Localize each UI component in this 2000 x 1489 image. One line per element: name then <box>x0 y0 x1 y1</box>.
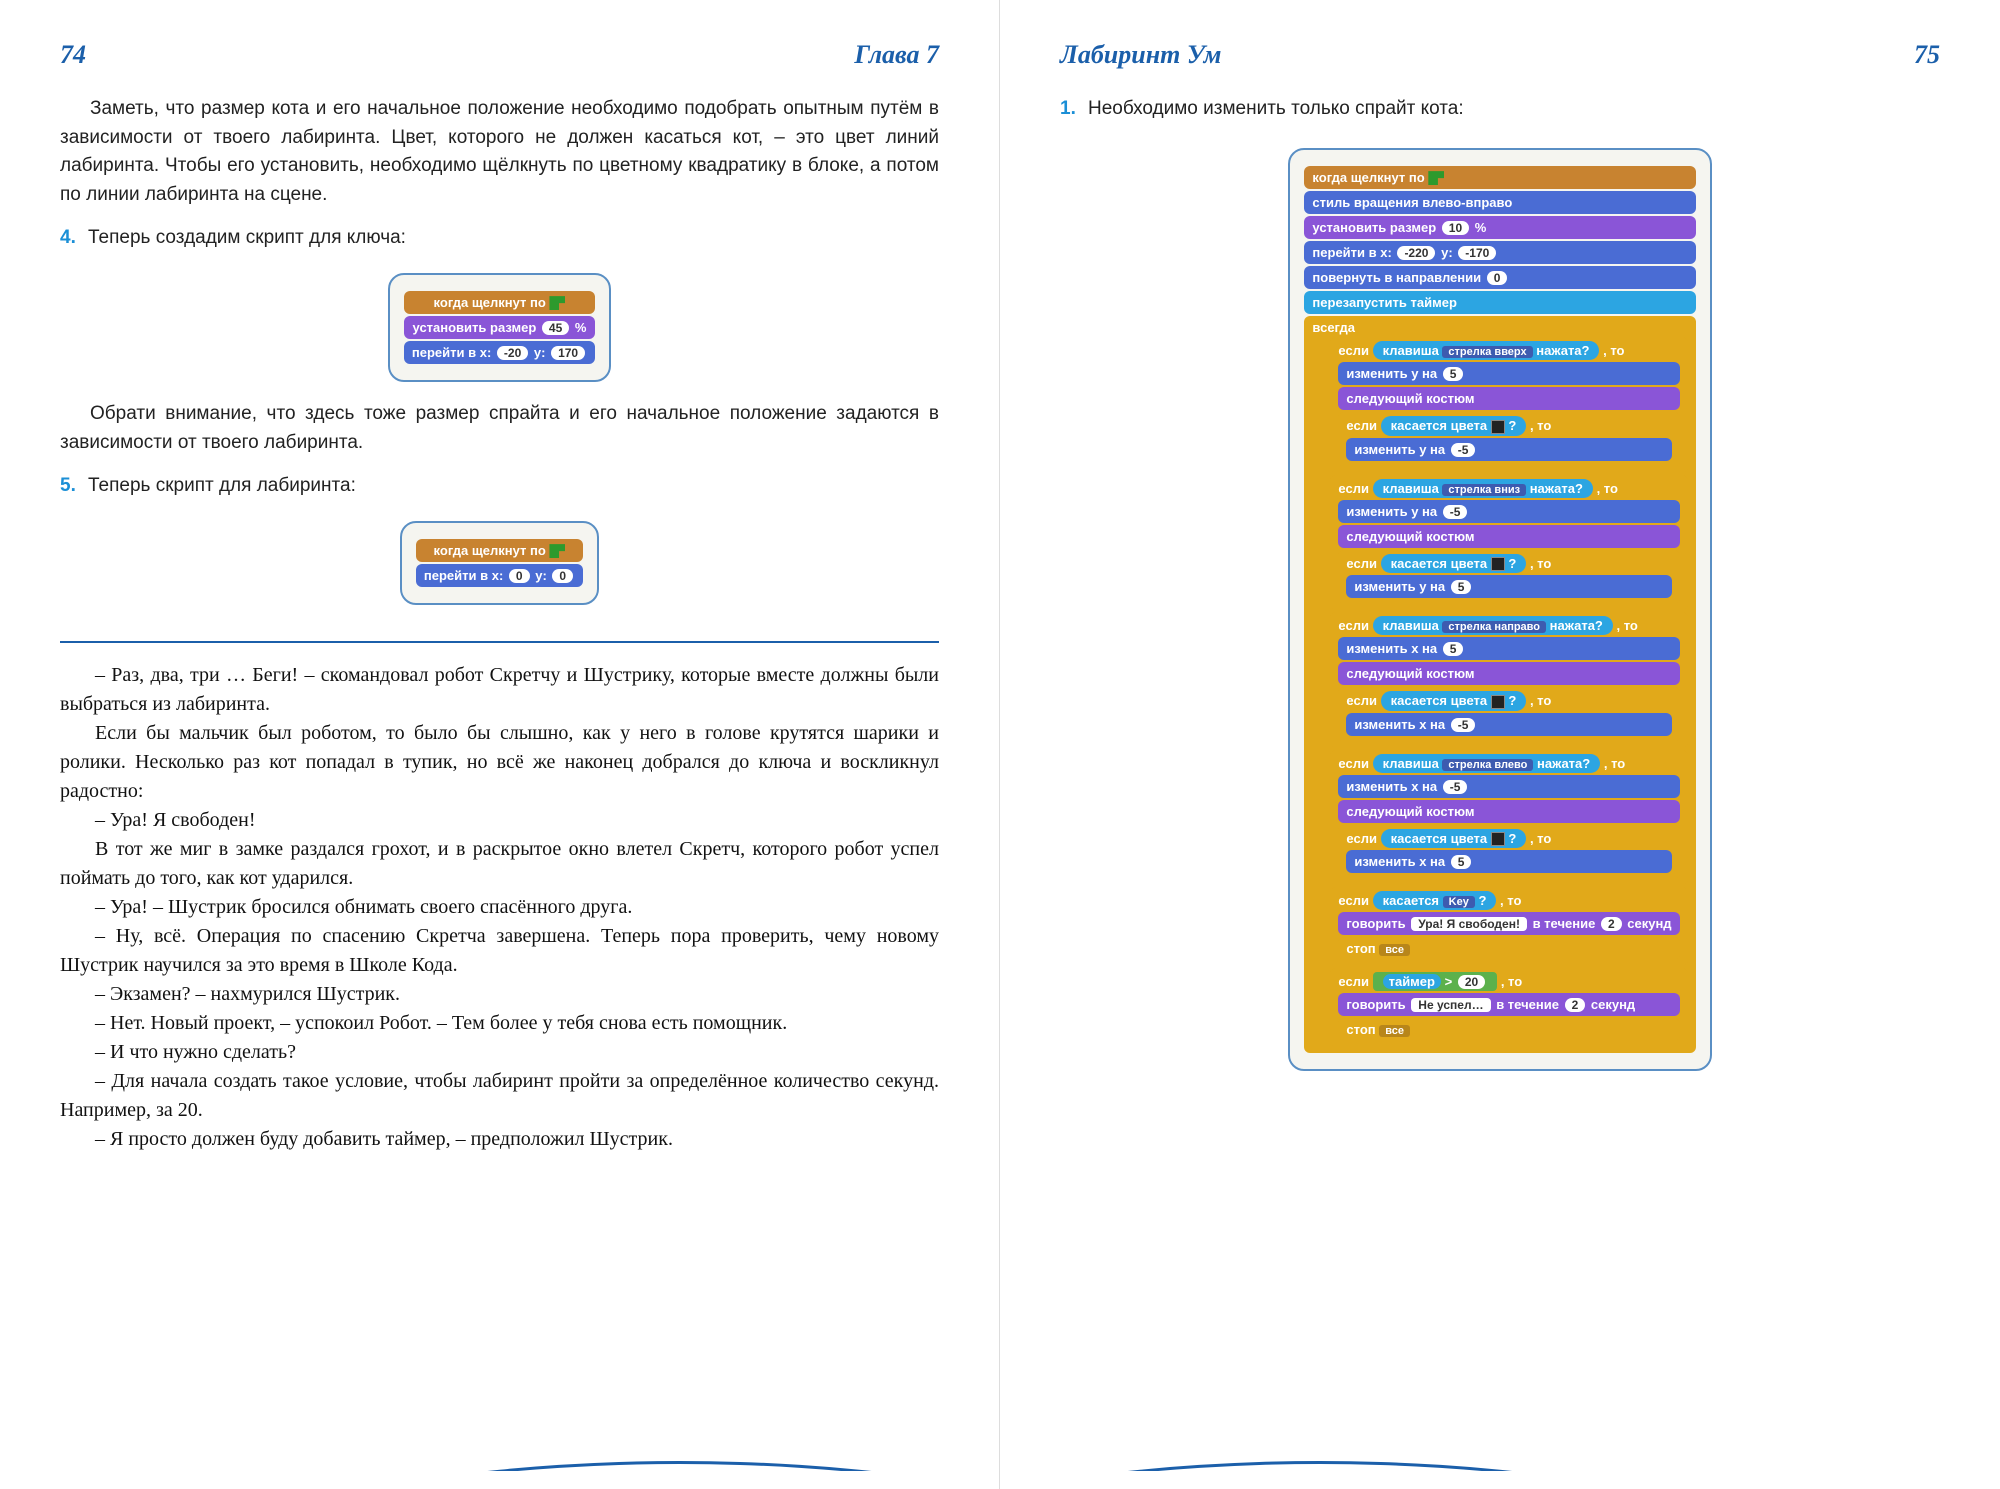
block-goto: перейти в x: 0 y: 0 <box>416 564 583 587</box>
story-p: – Ура! Я свободен! <box>60 806 939 835</box>
step-text: Теперь скрипт для лабиринта: <box>88 475 356 496</box>
block-next-costume: следующий костюм <box>1338 525 1679 548</box>
block-if-touching-key: если касается Key ? , то говорить Ура! Я… <box>1330 887 1687 966</box>
story-p: – Раз, два, три … Беги! – скомандовал ро… <box>60 661 939 719</box>
sensing-key-pressed: клавиша стрелка вверх нажата? <box>1373 341 1600 360</box>
step-number: 5. <box>60 472 76 501</box>
block-say: говорить Ура! Я свободен! в течение 2 се… <box>1338 912 1679 935</box>
page-number-left: 74 <box>60 40 86 70</box>
block-when-flag: когда щелкнут по <box>1304 166 1695 190</box>
block-if-touching-color: если касается цвета ? , то изменить y на… <box>1338 550 1679 605</box>
chapter-title: Глава 7 <box>854 40 939 70</box>
sensing-touching: касается Key ? <box>1373 891 1497 910</box>
step-number: 1. <box>1060 95 1076 124</box>
block-change-y: изменить y на 5 <box>1338 362 1679 385</box>
scratch-script-cat: когда щелкнут по стиль вращения влево-вп… <box>1288 148 1711 1072</box>
page-number-right: 75 <box>1914 40 1940 70</box>
sensing-key-pressed: клавиша стрелка вниз нажата? <box>1373 479 1593 498</box>
block-set-size: установить размер 10 % <box>1304 216 1695 239</box>
block-if-key-right: если клавиша стрелка направо нажата? , т… <box>1330 612 1687 748</box>
block-if-key-left: если клавиша стрелка влево нажата? , то … <box>1330 750 1687 886</box>
sensing-touching-color: касается цвета ? <box>1381 691 1527 711</box>
header-left: 74 Глава 7 <box>60 40 939 70</box>
block-goto: перейти в x: -220 y: -170 <box>1304 241 1695 264</box>
block-point-direction: повернуть в направлении 0 <box>1304 266 1695 289</box>
page-left: 74 Глава 7 Заметь, что размер кота и его… <box>0 0 1000 1489</box>
block-change-x: изменить x на 5 <box>1346 850 1671 873</box>
divider-line <box>60 641 939 643</box>
step-4: 4. Теперь создадим скрипт для ключа: <box>60 224 939 253</box>
step-5: 5. Теперь скрипт для лабиринта: <box>60 472 939 501</box>
page-right: Лабиринт Ум 75 1. Необходимо изменить то… <box>1000 0 2000 1489</box>
block-set-size: установить размер 45 % <box>404 316 595 339</box>
block-when-flag: когда щелкнут по <box>416 539 583 563</box>
block-next-costume: следующий костюм <box>1338 387 1679 410</box>
block-if-touching-color: если касается цвета ? , то изменить x на… <box>1338 687 1679 742</box>
story-p: – Ну, всё. Операция по спасению Скретча … <box>60 922 939 980</box>
block-next-costume: следующий костюм <box>1338 800 1679 823</box>
story-p: – Я просто должен буду добавить таймер, … <box>60 1125 939 1154</box>
block-if-touching-color: если касается цвета ? , то изменить y на… <box>1338 412 1679 467</box>
story-p: – Для начала создать такое условие, чтоб… <box>60 1067 939 1125</box>
story-section: – Раз, два, три … Беги! – скомандовал ро… <box>60 661 939 1154</box>
sensing-touching-color: касается цвета ? <box>1381 416 1527 436</box>
story-p: – Нет. Новый проект, – успокоил Робот. –… <box>60 1009 939 1038</box>
scratch-script-key: когда щелкнут по установить размер 45 % … <box>388 273 611 383</box>
block-if-timer: если таймер > 20 , то говорить Не успел…… <box>1330 968 1687 1047</box>
sensing-key-pressed: клавиша стрелка направо нажата? <box>1373 616 1613 635</box>
paragraph-intro: Заметь, что размер кота и его начальное … <box>60 95 939 209</box>
block-change-y: изменить y на -5 <box>1346 438 1671 461</box>
story-p: В тот же миг в замке раздался грохот, и … <box>60 835 939 893</box>
color-swatch <box>1491 557 1505 571</box>
sensing-timer: таймер <box>1383 974 1441 989</box>
block-change-x: изменить x на -5 <box>1346 713 1671 736</box>
block-when-flag: когда щелкнут по <box>404 291 595 315</box>
flag-icon <box>549 544 565 558</box>
step-1: 1. Необходимо изменить только спрайт кот… <box>1060 95 1940 124</box>
step-text: Необходимо изменить только спрайт кота: <box>1088 98 1464 119</box>
block-change-x: изменить x на 5 <box>1338 637 1679 660</box>
block-change-y: изменить y на -5 <box>1338 500 1679 523</box>
block-reset-timer: перезапустить таймер <box>1304 291 1695 314</box>
block-rotation-style: стиль вращения влево-вправо <box>1304 191 1695 214</box>
header-right: Лабиринт Ум 75 <box>1060 40 1940 70</box>
block-forever: всегда если клавиша стрелка вверх нажата… <box>1304 316 1695 1053</box>
step-number: 4. <box>60 224 76 253</box>
block-if-key-down: если клавиша стрелка вниз нажата? , то и… <box>1330 475 1687 611</box>
footer-decoration <box>1000 1453 1940 1471</box>
footer-decoration <box>60 1453 999 1471</box>
block-if-key-up: если клавиша стрелка вверх нажата? , то … <box>1330 337 1687 473</box>
color-swatch <box>1491 420 1505 434</box>
color-swatch <box>1491 695 1505 709</box>
block-if-touching-color: если касается цвета ? , то изменить x на… <box>1338 825 1679 880</box>
color-swatch <box>1491 832 1505 846</box>
block-change-y: изменить y на 5 <box>1346 575 1671 598</box>
block-change-x: изменить x на -5 <box>1338 775 1679 798</box>
story-p: – Ура! – Шустрик бросился обнимать своег… <box>60 893 939 922</box>
block-say: говорить Не успел… в течение 2 секунд <box>1338 993 1679 1016</box>
sensing-touching-color: касается цвета ? <box>1381 829 1527 849</box>
operator-gt: таймер > 20 <box>1373 972 1498 991</box>
sensing-touching-color: касается цвета ? <box>1381 554 1527 574</box>
block-goto: перейти в x: -20 y: 170 <box>404 341 595 364</box>
book-spread: 74 Глава 7 Заметь, что размер кота и его… <box>0 0 2000 1489</box>
sensing-key-pressed: клавиша стрелка влево нажата? <box>1373 754 1601 773</box>
section-title: Лабиринт Ум <box>1060 40 1222 70</box>
scratch-script-maze: когда щелкнут по перейти в x: 0 y: 0 <box>400 521 599 606</box>
paragraph-note: Обрати внимание, что здесь тоже размер с… <box>60 400 939 457</box>
block-stop: стоп все <box>1338 937 1679 960</box>
story-p: Если бы мальчик был роботом, то было бы … <box>60 719 939 806</box>
step-text: Теперь создадим скрипт для ключа: <box>88 227 406 248</box>
flag-icon <box>549 296 565 310</box>
story-p: – Экзамен? – нахмурился Шустрик. <box>60 980 939 1009</box>
flag-icon <box>1428 171 1444 185</box>
block-stop: стоп все <box>1338 1018 1679 1041</box>
block-next-costume: следующий костюм <box>1338 662 1679 685</box>
story-p: – И что нужно сделать? <box>60 1038 939 1067</box>
